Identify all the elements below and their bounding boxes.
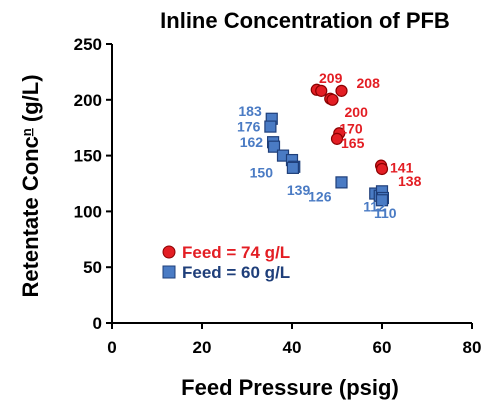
point-value-label: 183 [238, 103, 262, 119]
point-value-label: 126 [308, 188, 332, 204]
x-tick-label: 80 [463, 338, 482, 357]
legend: Feed = 74 g/L Feed = 60 g/L [162, 243, 290, 282]
x-tick-label: 20 [193, 338, 212, 357]
point-value-label: 162 [240, 134, 264, 150]
y-axis-title-main: Retentate Conc [18, 136, 43, 297]
data-markers [264, 83, 389, 207]
chart-title: Inline Concentration of PFB [160, 8, 450, 33]
point-value-label: 139 [287, 182, 311, 198]
point-value-label: 141 [390, 160, 414, 176]
y-tick-label: 250 [74, 35, 102, 54]
x-tick-label: 40 [283, 338, 302, 357]
data-point-square [375, 194, 389, 207]
point-value-label: 112 [363, 199, 386, 215]
data-point-square [286, 161, 299, 174]
point-value-label: 150 [250, 165, 274, 181]
y-ticks: 0 50 100 150 200 250 [74, 35, 112, 333]
point-value-label: 208 [357, 75, 381, 91]
data-point-circle [330, 132, 344, 145]
y-tick-label: 200 [74, 91, 102, 110]
legend-label-feed-74: Feed = 74 g/L [182, 243, 290, 262]
y-axis-title-superscript: n [19, 128, 34, 136]
y-tick-label: 50 [83, 258, 102, 277]
data-point-square [264, 120, 277, 133]
y-tick-label: 100 [74, 202, 102, 221]
data-point-circle [315, 84, 328, 97]
x-ticks: 0 20 40 60 80 [107, 323, 481, 357]
data-point-square [267, 140, 281, 153]
data-point-circle [335, 84, 348, 97]
y-axis-title: Retentate Concn (g/L) [18, 74, 43, 297]
x-axis-title: Feed Pressure (psig) [181, 375, 399, 400]
point-value-label: 200 [345, 104, 369, 120]
y-tick-label: 150 [74, 147, 102, 166]
point-value-label: 170 [339, 120, 363, 136]
point-value-label: 209 [319, 70, 343, 86]
y-tick-label: 0 [93, 314, 102, 333]
data-point-circle [326, 93, 339, 106]
point-value-label: 176 [237, 119, 261, 135]
y-axis-title-units: (g/L) [18, 74, 43, 128]
x-tick-label: 60 [373, 338, 392, 357]
x-tick-label: 0 [107, 338, 116, 357]
legend-label-feed-60: Feed = 60 g/L [182, 263, 290, 282]
point-value-label: 138 [398, 173, 422, 189]
legend-marker-red-circle [162, 245, 176, 259]
data-point-square [335, 176, 348, 189]
point-value-label: 165 [341, 135, 365, 151]
data-point-circle [375, 162, 389, 176]
point-value-label: 110 [374, 205, 397, 221]
legend-marker-blue-square [162, 265, 176, 279]
